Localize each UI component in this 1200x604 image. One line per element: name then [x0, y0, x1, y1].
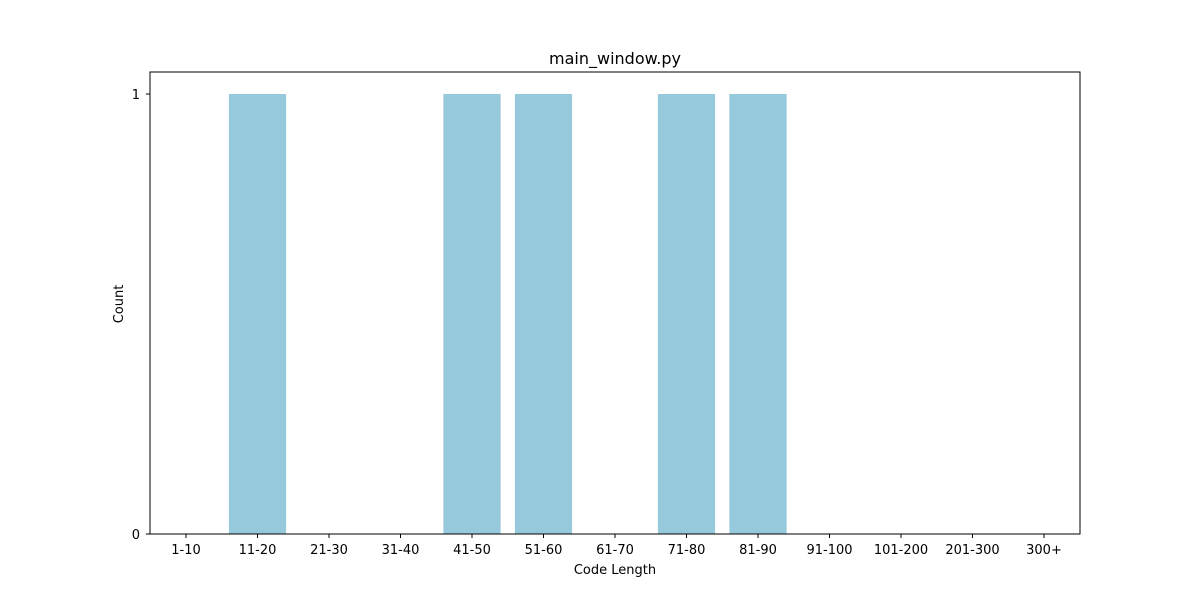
x-tick-label: 41-50 — [453, 543, 491, 558]
y-ticks-group: 01 — [132, 88, 150, 543]
bar-41-50 — [443, 94, 501, 534]
y-axis-label: Count — [112, 285, 127, 324]
x-tick-label: 101-200 — [874, 543, 928, 558]
x-ticks-group: 1-10 11-20 21-30 31-40 41-50 51-60 61-70 71-80 8… — [171, 534, 1062, 558]
x-axis-label: Code Length — [574, 563, 656, 578]
x-tick-label: 81-90 — [739, 543, 777, 558]
x-tick-label: 21-30 — [310, 543, 348, 558]
x-tick-label: 31-40 — [382, 543, 420, 558]
bars-group — [228, 94, 787, 534]
x-tick-label: 51-60 — [525, 543, 563, 558]
y-tick-label: 1 — [132, 88, 140, 103]
bar-11-20 — [228, 94, 287, 534]
bar-71-80 — [657, 94, 716, 534]
x-tick-label: 1-10 — [171, 543, 201, 558]
plot-frame — [149, 71, 1081, 535]
x-tick-label: 61-70 — [596, 543, 634, 558]
y-tick-label: 0 — [132, 528, 140, 543]
x-tick-label: 91-100 — [806, 543, 852, 558]
x-tick-label: 300+ — [1026, 543, 1062, 558]
x-tick-label: 71-80 — [668, 543, 706, 558]
x-tick-label: 11-20 — [239, 543, 277, 558]
chart-title: main_window.py — [549, 49, 681, 69]
bar-81-90 — [729, 94, 787, 534]
bar-51-60 — [514, 94, 573, 534]
x-tick-label: 201-300 — [945, 543, 999, 558]
